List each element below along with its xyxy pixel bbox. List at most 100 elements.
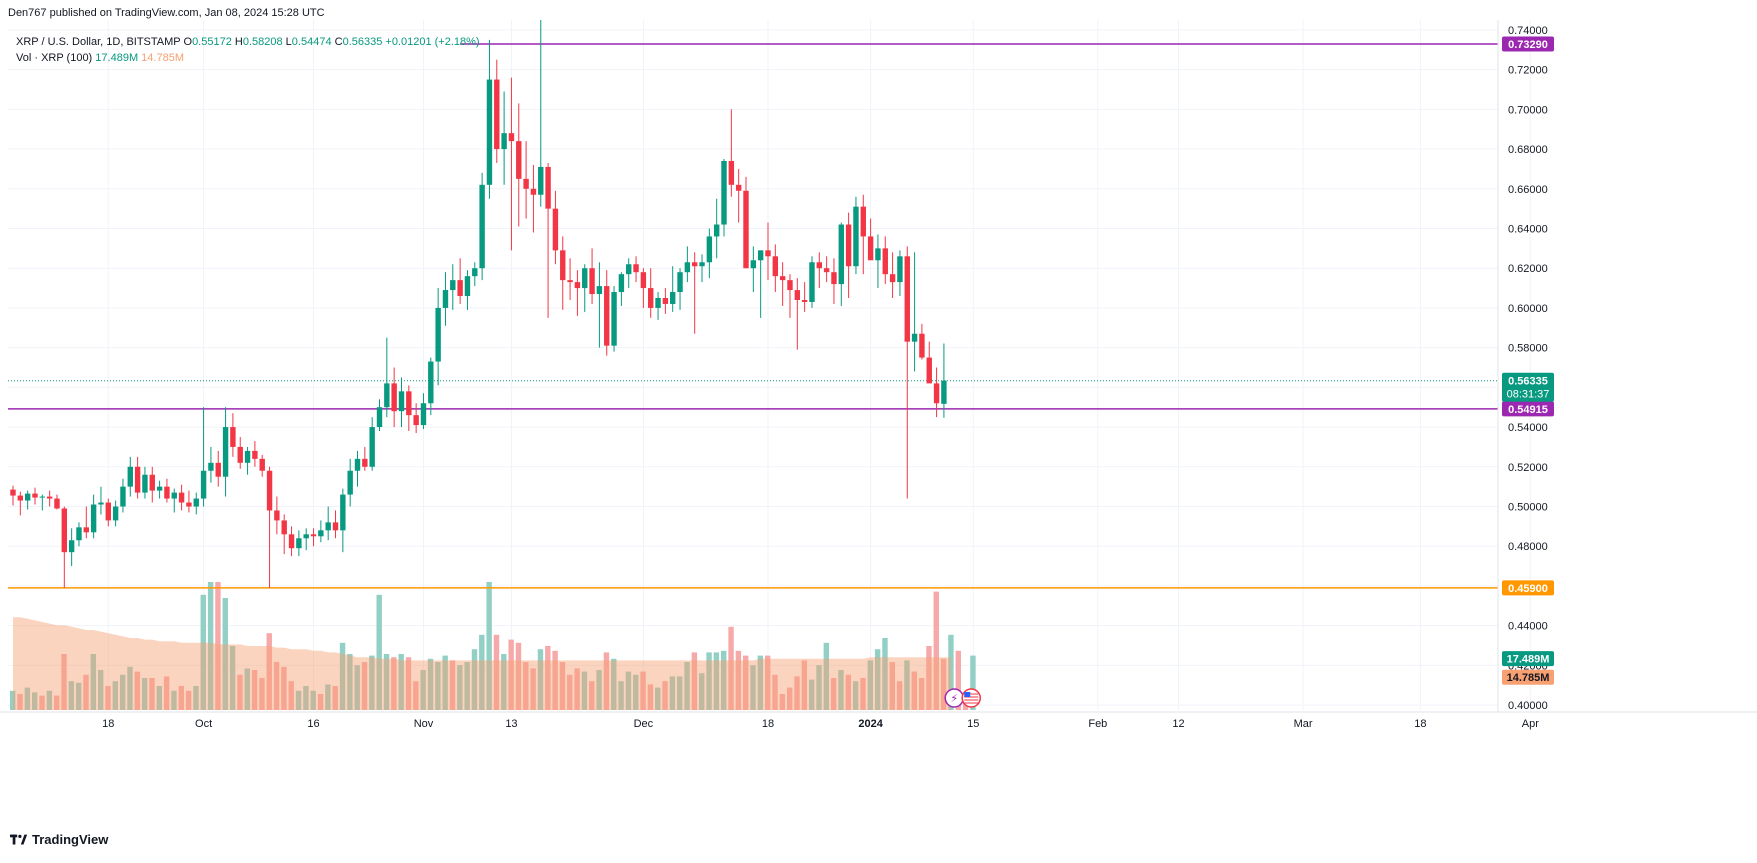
- candle-body: [222, 427, 229, 477]
- candle-body: [670, 292, 676, 304]
- volume-bar: [655, 687, 661, 710]
- volume-axis-label-bg: [1502, 651, 1554, 667]
- candle-body: [32, 493, 38, 498]
- volume-bar: [354, 665, 360, 710]
- volume-bar: [523, 662, 529, 710]
- candle-body: [208, 462, 214, 471]
- volume-bar: [874, 649, 881, 710]
- volume-bar: [207, 582, 214, 710]
- volume-bar: [90, 654, 97, 710]
- volume-bar: [317, 694, 324, 710]
- candle-body: [545, 166, 551, 209]
- candle-body: [523, 178, 529, 189]
- candle-body: [494, 79, 500, 150]
- volume-bar: [39, 695, 45, 710]
- volume-bar: [435, 662, 441, 710]
- volume-bar: [442, 655, 448, 710]
- tradingview-brand[interactable]: TradingView: [10, 832, 108, 847]
- candle-body: [516, 141, 522, 179]
- price-tick-label: 0.74000: [1508, 25, 1548, 37]
- volume-bar: [816, 665, 822, 710]
- volume-label[interactable]: Vol · XRP (100): [16, 52, 93, 64]
- candle-body: [391, 383, 397, 412]
- candle-body: [413, 415, 419, 426]
- candle-body: [76, 527, 82, 541]
- candle-body: [266, 470, 273, 511]
- volume-bar: [68, 681, 75, 710]
- volume-bar: [273, 662, 280, 710]
- candle-body: [46, 496, 53, 499]
- candle-body: [662, 298, 669, 304]
- volume-bar: [808, 679, 815, 710]
- volume-bar: [603, 652, 610, 710]
- high-label: H: [234, 36, 243, 48]
- volume-bar: [493, 634, 500, 710]
- volume-bar: [156, 686, 162, 710]
- volume-bar: [398, 654, 404, 710]
- volume-bar: [464, 662, 470, 710]
- volume-bar: [772, 674, 778, 710]
- volume-bar: [611, 658, 617, 710]
- volume-bar: [83, 674, 89, 710]
- price-tick-label: 0.58000: [1508, 343, 1548, 355]
- level-label-resistance: 0.73290: [1508, 39, 1548, 51]
- grid-lines: [8, 20, 1531, 710]
- volume-bar: [325, 684, 331, 710]
- volume-bar: [178, 686, 184, 710]
- volume-bar: [882, 638, 888, 710]
- candle-body: [845, 224, 852, 267]
- volume-ma-axis-label: 14.785M: [1507, 672, 1550, 684]
- volume-bar: [46, 690, 53, 710]
- volume-bar: [786, 687, 793, 710]
- volume-bar: [647, 684, 654, 710]
- volume-bar: [838, 670, 844, 710]
- candle-body: [376, 407, 383, 428]
- candle-body: [633, 264, 639, 273]
- time-axis: 18 Oct 16 Nov 13 Dec 18 2024 15 Feb 12 Mar 18 Apr: [102, 718, 1539, 730]
- volume-bar: [743, 655, 749, 710]
- candle-body: [567, 280, 573, 283]
- candles: [10, 20, 947, 588]
- volume-bar: [237, 674, 243, 710]
- candle-body: [486, 79, 493, 185]
- volume-bar: [911, 671, 917, 710]
- volume-bar: [559, 662, 566, 710]
- volume-bar: [303, 686, 309, 710]
- volume-bar: [97, 670, 104, 710]
- volume-bar: [970, 655, 976, 710]
- candle-body: [259, 458, 265, 471]
- candle-body: [252, 450, 258, 459]
- candle-body: [538, 166, 544, 195]
- volume-bar: [112, 681, 119, 710]
- candle-body: [706, 236, 713, 263]
- open-value: 0.55172: [192, 36, 232, 48]
- volume-bar: [633, 674, 639, 710]
- candle-body: [83, 527, 89, 533]
- candle-body: [61, 508, 68, 553]
- candle-body: [501, 133, 507, 150]
- symbol-name[interactable]: XRP / U.S. Dollar, 1D, BITSTAMP: [16, 36, 181, 48]
- flag-canton: [964, 692, 971, 697]
- volume-bar: [200, 594, 206, 710]
- candle-body: [90, 504, 97, 533]
- level-label-support-low: 0.45900: [1508, 583, 1548, 595]
- volume-bar: [508, 639, 514, 710]
- candle-body: [472, 268, 478, 277]
- volume-bar: [860, 678, 866, 710]
- level-label-resistance-bg: [1502, 36, 1554, 52]
- volume-bar: [369, 655, 375, 710]
- volume-bar: [962, 702, 969, 710]
- time-tick-label: 15: [967, 718, 979, 730]
- candle-body: [39, 496, 46, 498]
- volume-bar: [17, 694, 23, 710]
- price-tick-label: 0.62000: [1508, 263, 1548, 275]
- candle-body: [787, 280, 793, 291]
- low-label: L: [285, 36, 292, 48]
- volume-bar: [171, 690, 177, 710]
- volume-bar: [310, 690, 316, 710]
- candle-body: [149, 474, 155, 491]
- candle-body: [655, 298, 661, 308]
- volume-bar: [259, 678, 265, 710]
